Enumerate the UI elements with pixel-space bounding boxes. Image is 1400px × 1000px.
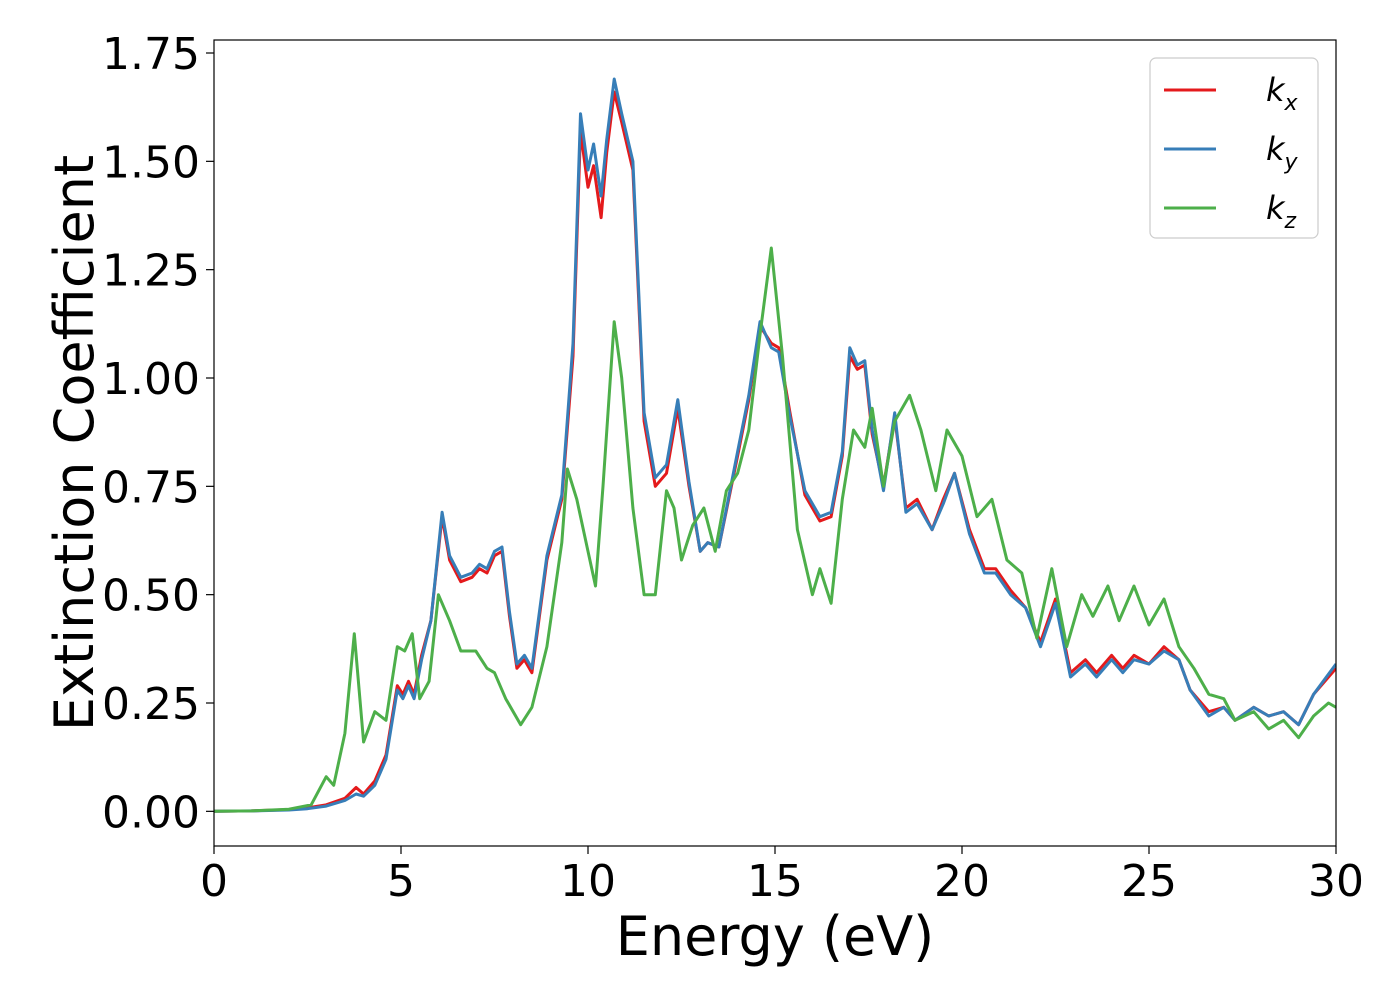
x-tick-label: 15 (747, 856, 803, 907)
x-tick-label: 0 (200, 856, 228, 907)
y-tick-label: 1.50 (102, 137, 200, 188)
y-tick-label: 1.75 (102, 29, 200, 80)
y-tick-label: 1.00 (102, 354, 200, 405)
x-tick-label: 20 (934, 856, 990, 907)
legend-label-ky: ky (1266, 130, 1299, 175)
legend-label-kz: kz (1266, 189, 1297, 234)
y-tick-label: 0.75 (102, 462, 200, 513)
legend: kx ky kz (1149, 57, 1319, 239)
x-tick-label: 10 (560, 856, 616, 907)
series-line-kz (214, 246, 1336, 813)
y-tick-label: 0.00 (102, 787, 200, 838)
legend-label-kx: kx (1266, 71, 1299, 116)
y-axis-label: Extinction Coefficient (43, 155, 106, 731)
x-tick-label: 5 (387, 856, 415, 907)
x-tick-label: 30 (1308, 856, 1364, 907)
series-line-ky (214, 77, 1336, 813)
x-axis-label: Energy (eV) (616, 905, 935, 968)
y-tick-label: 0.50 (102, 571, 200, 622)
y-tick-label: 0.25 (102, 679, 200, 730)
series-layer (214, 77, 1336, 813)
legend-box (1149, 57, 1319, 239)
x-axis-ticks: 0 5 10 15 20 25 30 (200, 846, 1364, 907)
y-tick-label: 1.25 (102, 246, 200, 297)
y-axis-ticks: 0.00 0.25 0.50 0.75 1.00 1.25 1.50 1.75 (102, 29, 214, 838)
x-tick-label: 25 (1121, 856, 1177, 907)
